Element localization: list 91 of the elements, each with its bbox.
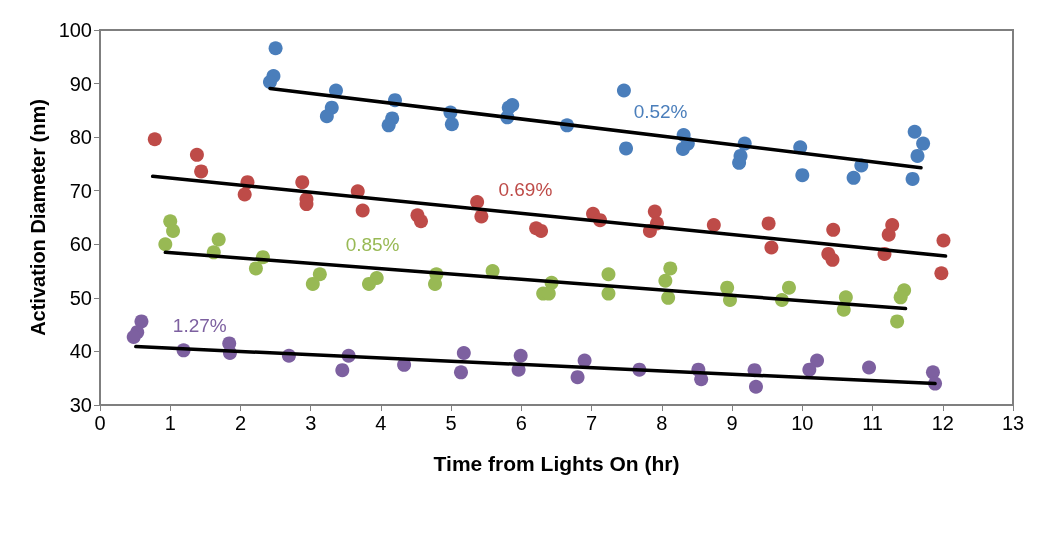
x-tick-label: 3 [305,412,317,434]
x-tick-label: 2 [234,412,247,434]
point [890,314,905,329]
point [925,365,940,380]
point [147,132,162,147]
point [893,290,908,305]
point [810,353,825,368]
y-tick-label: 80 [69,126,92,149]
point [748,379,763,394]
x-tick-label: 9 [726,412,738,434]
x-tick-label: 10 [791,412,814,434]
x-tick-label: 13 [1001,412,1025,434]
series-label: 0.69% [498,179,553,201]
point [601,286,616,301]
x-tick-label: 4 [375,412,387,434]
x-tick-label: 1 [164,412,176,434]
point [720,280,735,295]
point [534,223,549,238]
point [781,280,796,295]
point [601,267,616,282]
point [616,83,631,98]
point [513,348,528,363]
point [305,276,320,291]
point [268,41,283,56]
y-tick-label: 60 [69,233,92,256]
y-tick-label: 90 [69,72,92,95]
point [577,353,592,368]
point [761,216,776,231]
point [881,227,896,242]
y-tick-label: 40 [69,340,92,363]
point [658,273,673,288]
point [248,261,263,276]
point [764,240,779,255]
point [706,218,721,232]
point [570,370,585,385]
point [381,118,396,133]
point [312,267,327,282]
point [319,109,334,124]
series-label: 0.52% [633,101,688,123]
point [862,360,877,375]
point [413,214,428,229]
point [470,194,485,209]
point [910,148,925,163]
point [237,187,252,202]
point [211,232,226,247]
point [262,74,277,89]
point [194,164,209,179]
point [505,98,520,112]
point [355,203,370,218]
point [158,237,173,252]
point [454,365,468,380]
y-tick-label: 100 [58,19,92,41]
point [795,168,810,183]
point [126,329,141,344]
point [825,252,840,267]
point [474,209,489,224]
x-tick-label: 8 [656,412,668,434]
x-tick-label: 12 [931,412,954,434]
point [362,276,376,291]
x-axis-title: Time from Lights On (hr) [433,452,680,475]
point [189,147,204,162]
point [456,346,471,361]
series-label: 1.27% [172,315,227,337]
y-axis-title: Activation Diameter (nm) [26,99,49,336]
point [444,117,459,132]
x-tick-label: 5 [445,412,457,434]
point [802,362,817,377]
point [905,171,920,186]
y-tick-label: 50 [69,286,92,309]
point [295,175,310,190]
point [936,233,951,248]
point [907,124,922,139]
x-tick-label: 0 [94,412,106,434]
point [335,363,350,378]
x-tick-label: 11 [862,412,883,434]
point [428,276,442,291]
point [661,290,676,305]
point [846,170,861,185]
x-tick-label: 7 [586,412,598,434]
point [166,223,181,238]
point [916,136,931,151]
x-tick-label: 6 [515,412,527,434]
y-tick-label: 70 [69,179,92,202]
y-tick-label: 30 [69,394,92,416]
point [934,266,949,281]
point [826,222,841,237]
point [619,141,634,156]
point [647,204,662,219]
point [663,261,678,276]
point [838,290,853,305]
series-label: 0.85% [345,233,400,255]
